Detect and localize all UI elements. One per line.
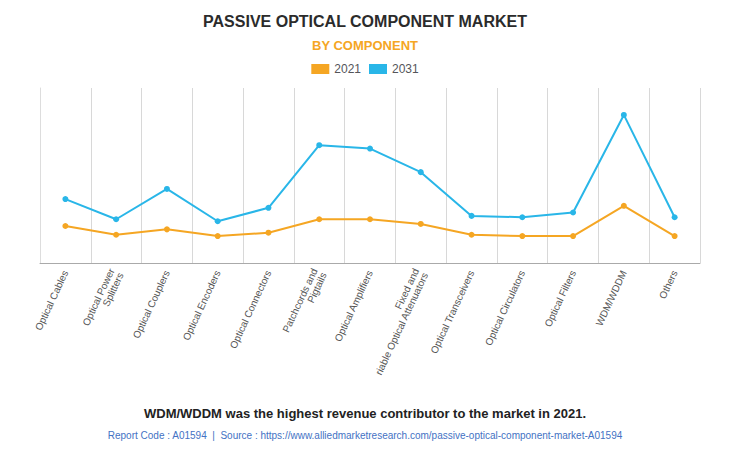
svg-text:Fixed and: Fixed and xyxy=(392,266,422,311)
svg-text:BY COMPONENT: BY COMPONENT xyxy=(312,38,418,53)
svg-text:Optical Couplers: Optical Couplers xyxy=(131,269,172,341)
svg-text:2031: 2031 xyxy=(392,62,419,76)
svg-text:Optical Amplifiers: Optical Amplifiers xyxy=(332,269,375,344)
svg-text:Optical Power: Optical Power xyxy=(80,266,117,328)
svg-text:Optical Circulators: Optical Circulators xyxy=(483,269,527,348)
svg-text:Optical Filters: Optical Filters xyxy=(542,269,578,329)
svg-text:riable Optical Attenuators: riable Optical Attenuators xyxy=(373,271,430,377)
svg-text:WDM/WDDM was the highest reven: WDM/WDDM was the highest revenue contrib… xyxy=(144,406,586,421)
svg-text:PASSIVE OPTICAL COMPONENT MARK: PASSIVE OPTICAL COMPONENT MARKET xyxy=(203,13,527,30)
svg-text:Optical Connectors: Optical Connectors xyxy=(228,269,274,351)
svg-text:Optical Transceivers: Optical Transceivers xyxy=(428,269,476,356)
svg-text:Splitters: Splitters xyxy=(100,271,125,308)
svg-text:Others: Others xyxy=(657,269,680,301)
svg-text:Report Code : A01594 | Sourc: Report Code : A01594 | Source : https://… xyxy=(108,430,623,441)
svg-text:2021: 2021 xyxy=(334,62,361,76)
svg-text:Optical Encoders: Optical Encoders xyxy=(181,269,223,343)
svg-text:Optical Cables: Optical Cables xyxy=(33,269,70,332)
svg-text:WDM/WDDM: WDM/WDDM xyxy=(594,269,629,328)
svg-text:Patchcords and: Patchcords and xyxy=(280,266,320,335)
svg-text:Pigtails: Pigtails xyxy=(305,271,329,305)
